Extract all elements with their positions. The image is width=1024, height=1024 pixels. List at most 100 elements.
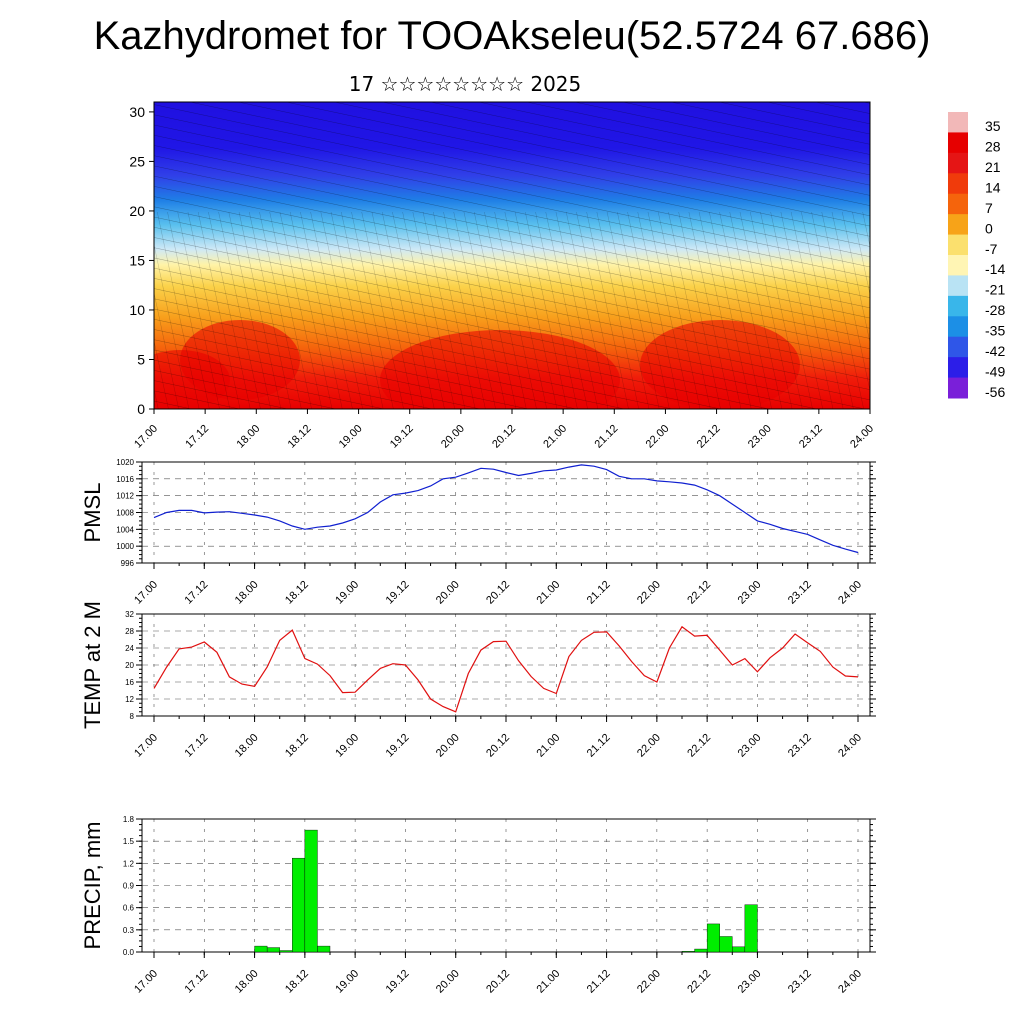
precip-bar xyxy=(694,948,708,953)
x-tick-label: 21.00 xyxy=(534,968,562,996)
x-tick-label: 21.00 xyxy=(534,579,562,607)
precip-bar xyxy=(304,829,318,953)
x-tick-label: 21.12 xyxy=(592,423,620,451)
precip-bar xyxy=(732,946,746,953)
x-tick-label: 24.00 xyxy=(836,968,864,996)
x-tick-label: 20.00 xyxy=(434,968,462,996)
x-tick-label: 17.00 xyxy=(132,968,160,996)
colorbar-label: -42 xyxy=(985,343,1005,359)
y-tick-label: 12 xyxy=(125,695,134,704)
colorbar-label: -14 xyxy=(985,261,1005,277)
x-tick-label: 20.00 xyxy=(434,732,462,760)
heatmap-field xyxy=(154,102,870,409)
precip-bar xyxy=(279,950,293,953)
x-tick-label: 17.12 xyxy=(183,423,211,451)
precip-bar xyxy=(266,947,280,953)
y-tick-label: 1008 xyxy=(116,509,134,518)
y-tick-label: 5 xyxy=(137,351,145,367)
y-tick-label: 10 xyxy=(129,302,145,318)
precip-bar xyxy=(744,904,758,953)
x-tick-label: 20.12 xyxy=(490,423,518,451)
colorbar-swatch xyxy=(948,255,968,276)
x-tick-label: 19.12 xyxy=(388,423,416,451)
x-tick-label: 17.00 xyxy=(132,732,160,760)
x-tick-label: 18.00 xyxy=(233,579,261,607)
y-tick-label: 1.5 xyxy=(123,837,135,846)
y-tick-label: 32 xyxy=(125,610,134,619)
precip-panel: 17.00 17.12 18.00 18.12 19.00 19.12 20.00 20.12… xyxy=(80,815,876,996)
x-tick-label: 17.12 xyxy=(182,579,210,607)
colorbar-swatch xyxy=(948,316,968,338)
x-tick-label: 22.12 xyxy=(685,968,713,996)
y-tick-label: 1012 xyxy=(116,492,134,501)
x-tick-label: 23.12 xyxy=(797,423,825,451)
y-tick-label: 16 xyxy=(125,678,134,687)
x-tick-label: 21.12 xyxy=(585,579,613,607)
colorbar-swatch xyxy=(948,377,968,399)
colorbar-label: -28 xyxy=(985,302,1005,318)
y-tick-label: 24 xyxy=(125,644,134,653)
x-tick-label: 22.12 xyxy=(685,732,713,760)
colorbar-label: 14 xyxy=(985,180,1001,196)
x-tick-label: 22.00 xyxy=(635,968,663,996)
colorbar-label: 0 xyxy=(985,220,993,236)
y-tick-label: 15 xyxy=(129,252,145,268)
precip-bar xyxy=(254,945,268,953)
y-tick-label: 1.2 xyxy=(123,859,135,868)
x-tick-label: 18.00 xyxy=(234,423,262,451)
y-tick-label: 0 xyxy=(137,401,145,417)
x-tick-label: 22.00 xyxy=(635,579,663,607)
x-tick-label: 23.00 xyxy=(736,968,764,996)
colorbar-label: 7 xyxy=(985,200,993,216)
colorbar-label: -7 xyxy=(985,241,998,257)
x-tick-label: 17.00 xyxy=(132,423,160,451)
colorbar-label: -21 xyxy=(985,282,1005,298)
x-tick-label: 19.12 xyxy=(384,579,412,607)
y-tick-label: 30 xyxy=(129,104,145,120)
colorbar-label: 21 xyxy=(985,159,1001,175)
x-tick-label: 19.00 xyxy=(333,579,361,607)
heatmap-panel: 0 5 10 15 20 25 30 17.00 17.12 18.00 18.12 19.00 19.… xyxy=(129,101,876,451)
x-tick-label: 20.12 xyxy=(484,968,512,996)
wind-barbs-layer xyxy=(154,212,870,409)
x-tick-label: 20.12 xyxy=(484,732,512,760)
x-tick-label: 19.00 xyxy=(337,423,365,451)
temp-panel: 17.00 17.12 18.00 18.12 19.00 19.12 20.00 20.12… xyxy=(80,601,876,760)
colorbar-label: -49 xyxy=(985,363,1005,379)
y-tick-label: 1016 xyxy=(116,475,134,484)
colorbar: 35 28 21 14 7 0 -7 -14 -21 -28 -35 -42 -49 -56 xyxy=(948,112,1005,400)
x-tick-label: 20.12 xyxy=(484,579,512,607)
x-tick-label: 17.12 xyxy=(182,968,210,996)
x-tick-label: 24.00 xyxy=(836,732,864,760)
colorbar-swatch xyxy=(948,295,968,317)
x-tick-label: 20.00 xyxy=(439,423,467,451)
colorbar-swatch xyxy=(948,193,968,215)
y-axis-label: PRECIP, mm xyxy=(80,822,105,950)
y-tick-label: 996 xyxy=(121,559,135,568)
x-tick-label: 23.12 xyxy=(786,732,814,760)
series-line xyxy=(153,464,859,554)
y-tick-label: 25 xyxy=(129,153,145,169)
y-axis-label: PMSL xyxy=(80,483,105,543)
x-tick-label: 22.12 xyxy=(695,423,723,451)
y-axis-label: TEMP at 2 M xyxy=(80,601,105,729)
x-tick-label: 19.00 xyxy=(333,732,361,760)
x-tick-label: 19.12 xyxy=(384,968,412,996)
x-tick-label: 22.12 xyxy=(685,579,713,607)
y-tick-label: 0.0 xyxy=(123,948,135,957)
x-tick-label: 17.00 xyxy=(132,579,160,607)
colorbar-swatch xyxy=(948,234,968,256)
y-tick-label: 0.6 xyxy=(123,904,135,913)
x-tick-label: 19.00 xyxy=(333,968,361,996)
colorbar-label: -35 xyxy=(985,323,1005,339)
x-tick-label: 19.12 xyxy=(384,732,412,760)
colorbar-label: -56 xyxy=(985,384,1005,400)
y-tick-label: 0.3 xyxy=(123,926,135,935)
x-tick-label: 17.12 xyxy=(182,732,210,760)
x-tick-label: 23.12 xyxy=(786,579,814,607)
y-tick-label: 1.8 xyxy=(123,815,135,824)
x-tick-label: 24.00 xyxy=(836,579,864,607)
x-tick-label: 23.00 xyxy=(746,423,774,451)
y-tick-label: 1020 xyxy=(116,458,134,467)
